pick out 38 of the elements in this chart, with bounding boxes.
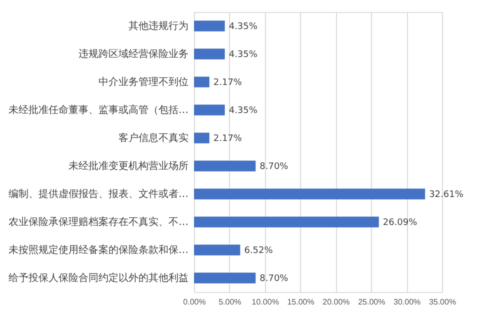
x-tick-label: 35.00% xyxy=(428,298,456,306)
data-label: 2.17% xyxy=(213,78,242,88)
data-label: 8.70% xyxy=(260,162,289,172)
data-label: 6.52% xyxy=(244,246,274,256)
data-label: 8.70% xyxy=(260,274,289,284)
y-tick-label: 编制、提供虚假报告、报表、文件或者… xyxy=(8,188,188,200)
bar xyxy=(194,48,225,60)
y-tick-label: 客户信息不真实 xyxy=(118,132,188,144)
x-tick-label: 5.00% xyxy=(218,298,242,306)
data-label: 4.35% xyxy=(228,22,258,32)
x-tick-label: 20.00% xyxy=(322,298,350,306)
x-tick-label: 10.00% xyxy=(252,298,279,306)
y-tick-label: 中介业务管理不到位 xyxy=(98,76,188,88)
y-tick-label: 给予投保人保险合同约定以外的其他利益 xyxy=(8,272,188,284)
bar xyxy=(194,188,426,200)
y-tick-label: 未经批准任命董事、监事或高管（包括… xyxy=(8,104,188,116)
bar xyxy=(194,20,225,32)
y-tick-label: 未按照规定使用经备案的保险条款和保… xyxy=(8,244,188,256)
x-tick-label: 15.00% xyxy=(287,298,314,306)
bar xyxy=(194,132,210,144)
data-label: 26.09% xyxy=(382,218,418,228)
bar xyxy=(194,160,256,172)
x-tick-label: 25.00% xyxy=(358,298,386,306)
data-label: 4.35% xyxy=(228,50,258,60)
y-tick-label: 农业保险承保理赔档案存在不真实、不… xyxy=(8,216,188,228)
data-label: 4.35% xyxy=(228,106,258,116)
bar xyxy=(194,76,210,88)
y-tick-label: 未经批准变更机构营业场所 xyxy=(68,160,188,172)
x-tick-label: 30.00% xyxy=(394,298,421,306)
bar xyxy=(194,104,225,116)
bar xyxy=(194,272,256,284)
y-tick-label: 违规跨区域经营保险业务 xyxy=(78,48,188,60)
y-tick-label: 其他违规行为 xyxy=(128,20,188,32)
data-label: 2.17% xyxy=(213,134,242,144)
bar xyxy=(194,216,379,228)
x-tick-label: 0.00% xyxy=(183,298,206,306)
bar xyxy=(194,244,240,256)
data-label: 32.61% xyxy=(429,190,464,200)
